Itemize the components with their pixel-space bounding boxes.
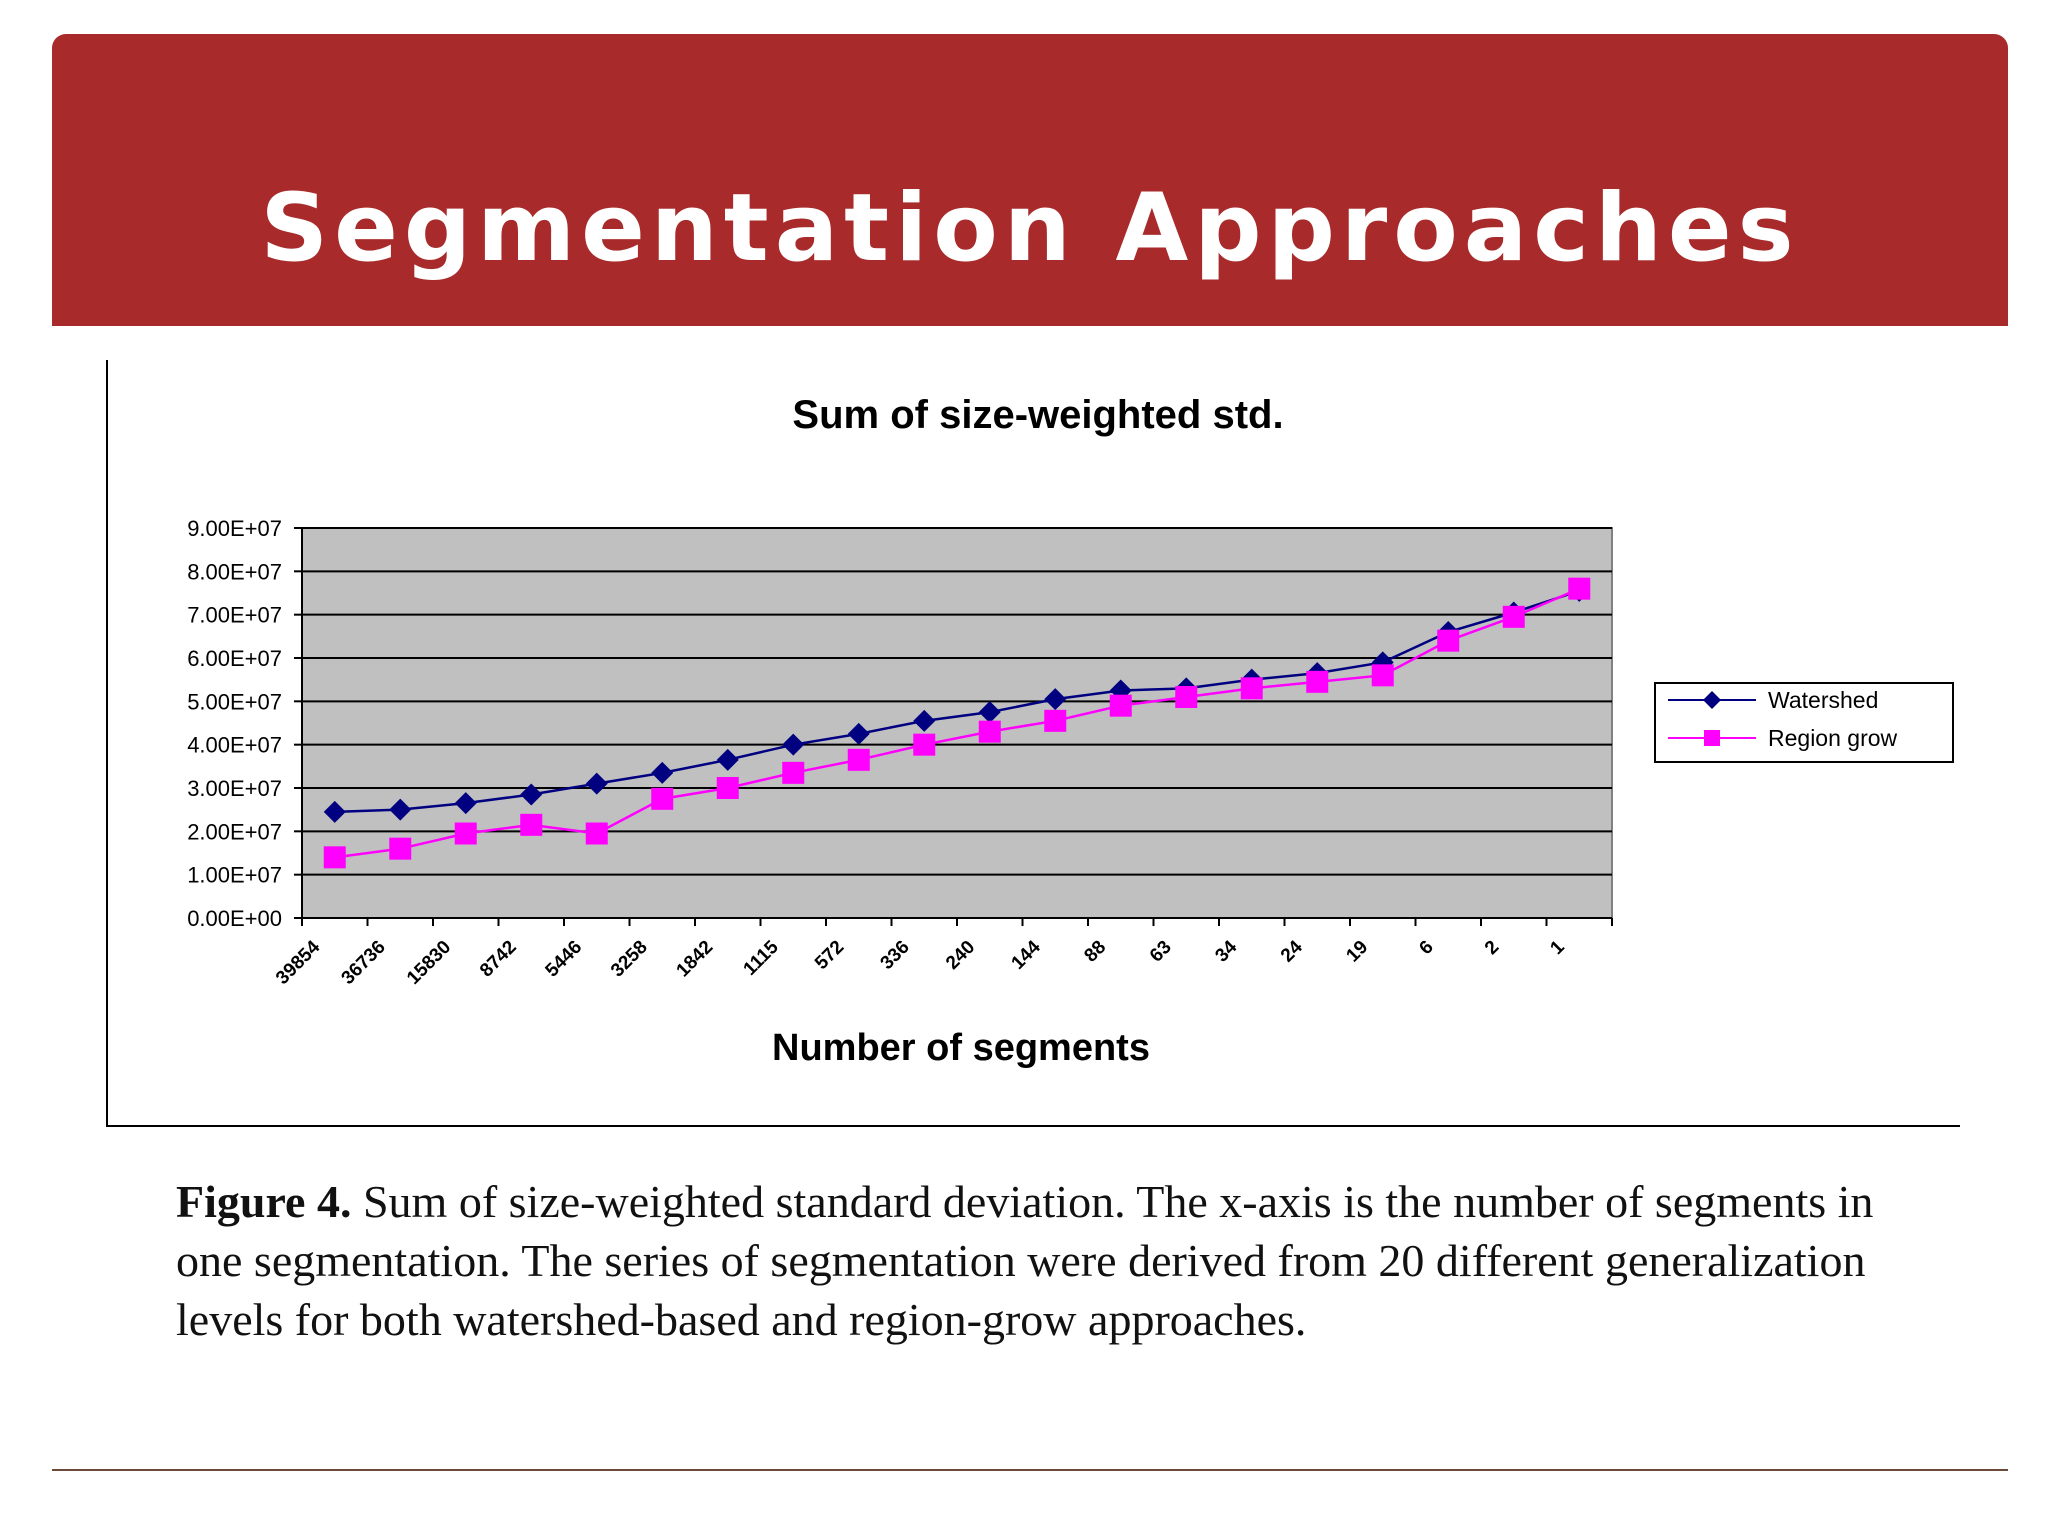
x-tick-label: 15830: [403, 937, 455, 989]
x-tick-label: 1115: [740, 936, 784, 980]
data-point: [1240, 677, 1263, 700]
legend-item: Watershed: [1668, 687, 1878, 713]
x-tick-label: 5446: [542, 937, 587, 982]
x-tick-label: 39854: [272, 936, 325, 989]
data-point: [389, 798, 412, 821]
data-point: [389, 837, 412, 860]
legend-item: Region grow: [1668, 725, 1898, 751]
data-point: [782, 733, 805, 756]
y-tick-labels: 0.00E+00 1.00E+07 2.00E+07 3.00E+07 4.00E+07…: [187, 516, 282, 931]
plot-area: [301, 527, 1613, 919]
x-tick-label: 24: [1277, 936, 1307, 966]
legend: Watershed Region grow: [1654, 682, 1954, 763]
x-tick-label: 144: [1008, 936, 1046, 974]
title-banner: Segmentation Approaches: [52, 34, 2008, 326]
footer-divider: [52, 1469, 2008, 1471]
x-tick-label: 19: [1342, 937, 1372, 967]
y-tick-label: 4.00E+07: [187, 733, 282, 758]
data-point: [1502, 605, 1525, 628]
data-point: [1175, 686, 1198, 708]
data-point: [716, 777, 739, 799]
data-point: [847, 748, 870, 771]
data-point: [1568, 577, 1591, 600]
x-tick-label: 3258: [607, 937, 652, 982]
x-tick-labels: 39854 36736 15830 8742 5446 3258 1842 1115 572 33…: [272, 936, 1569, 989]
data-point: [913, 709, 936, 732]
data-point: [454, 792, 477, 815]
series-region-grow: [323, 577, 1591, 869]
data-point: [585, 772, 608, 795]
series-layer: [323, 577, 1591, 869]
legend-label: Watershed: [1768, 687, 1878, 713]
caption-text: Sum of size-weighted standard deviation.…: [176, 1176, 1874, 1345]
axes: [301, 528, 1613, 926]
data-point: [454, 822, 477, 845]
data-point: [323, 846, 346, 869]
x-tick-label: 336: [877, 937, 914, 974]
data-point: [1044, 688, 1067, 711]
data-point: [651, 787, 674, 810]
y-tick-label: 5.00E+07: [187, 689, 282, 714]
data-point: [1437, 629, 1460, 652]
data-point: [1306, 670, 1329, 693]
y-tick-label: 7.00E+07: [187, 603, 282, 628]
legend-label: Region grow: [1768, 725, 1898, 751]
x-tick-label: 63: [1146, 937, 1176, 967]
data-point: [1044, 709, 1067, 732]
chart-title: Sum of size-weighted std.: [792, 393, 1283, 437]
data-point: [651, 761, 674, 784]
data-point: [1371, 664, 1394, 687]
grid-lines: [294, 527, 1612, 919]
data-point: [1109, 694, 1132, 717]
x-tick-label: 36736: [338, 937, 390, 989]
y-tick-label: 1.00E+07: [187, 863, 282, 888]
x-tick-label: 572: [811, 937, 848, 974]
figure-caption: Figure 4. Sum of size-weighted standard …: [176, 1172, 1936, 1349]
data-point: [1371, 651, 1394, 674]
data-point: [913, 733, 936, 756]
x-tick-label: 240: [942, 937, 979, 974]
x-tick-label: 1842: [673, 937, 718, 982]
legend-marker: [1703, 691, 1721, 709]
y-tick-label: 9.00E+07: [187, 516, 282, 541]
x-tick-label: 34: [1211, 936, 1241, 966]
y-tick-label: 8.00E+07: [187, 559, 282, 584]
data-point: [520, 813, 543, 836]
series-line: [334, 589, 1580, 814]
data-point: [585, 822, 608, 845]
data-point: [716, 748, 739, 771]
y-tick-label: 2.00E+07: [187, 819, 282, 844]
data-point: [782, 761, 805, 784]
figure-frame: Sum of size-weighted std. 0.00E+00 1.00E+…: [106, 360, 1960, 1127]
caption-label: Figure 4.: [176, 1176, 352, 1227]
y-tick-label: 3.00E+07: [187, 776, 282, 801]
data-point: [847, 722, 870, 745]
data-point: [978, 701, 1001, 724]
legend-marker: [1704, 730, 1720, 746]
data-point: [323, 800, 346, 823]
legend-box: [1654, 682, 1954, 763]
x-tick-label: 1: [1546, 936, 1569, 959]
data-point: [978, 720, 1001, 743]
data-point: [520, 783, 543, 806]
x-tick-label: 88: [1080, 937, 1110, 967]
slide-title: Segmentation Approaches: [260, 174, 1800, 283]
x-axis-label: Number of segments: [772, 1027, 1150, 1069]
y-tick-label: 0.00E+00: [187, 906, 282, 931]
x-tick-label: 6: [1415, 937, 1437, 959]
x-tick-label: 2: [1481, 937, 1503, 959]
chart: Sum of size-weighted std. 0.00E+00 1.00E+…: [187, 393, 1954, 1069]
y-tick-label: 6.00E+07: [187, 646, 282, 671]
x-tick-label: 8742: [476, 937, 521, 982]
